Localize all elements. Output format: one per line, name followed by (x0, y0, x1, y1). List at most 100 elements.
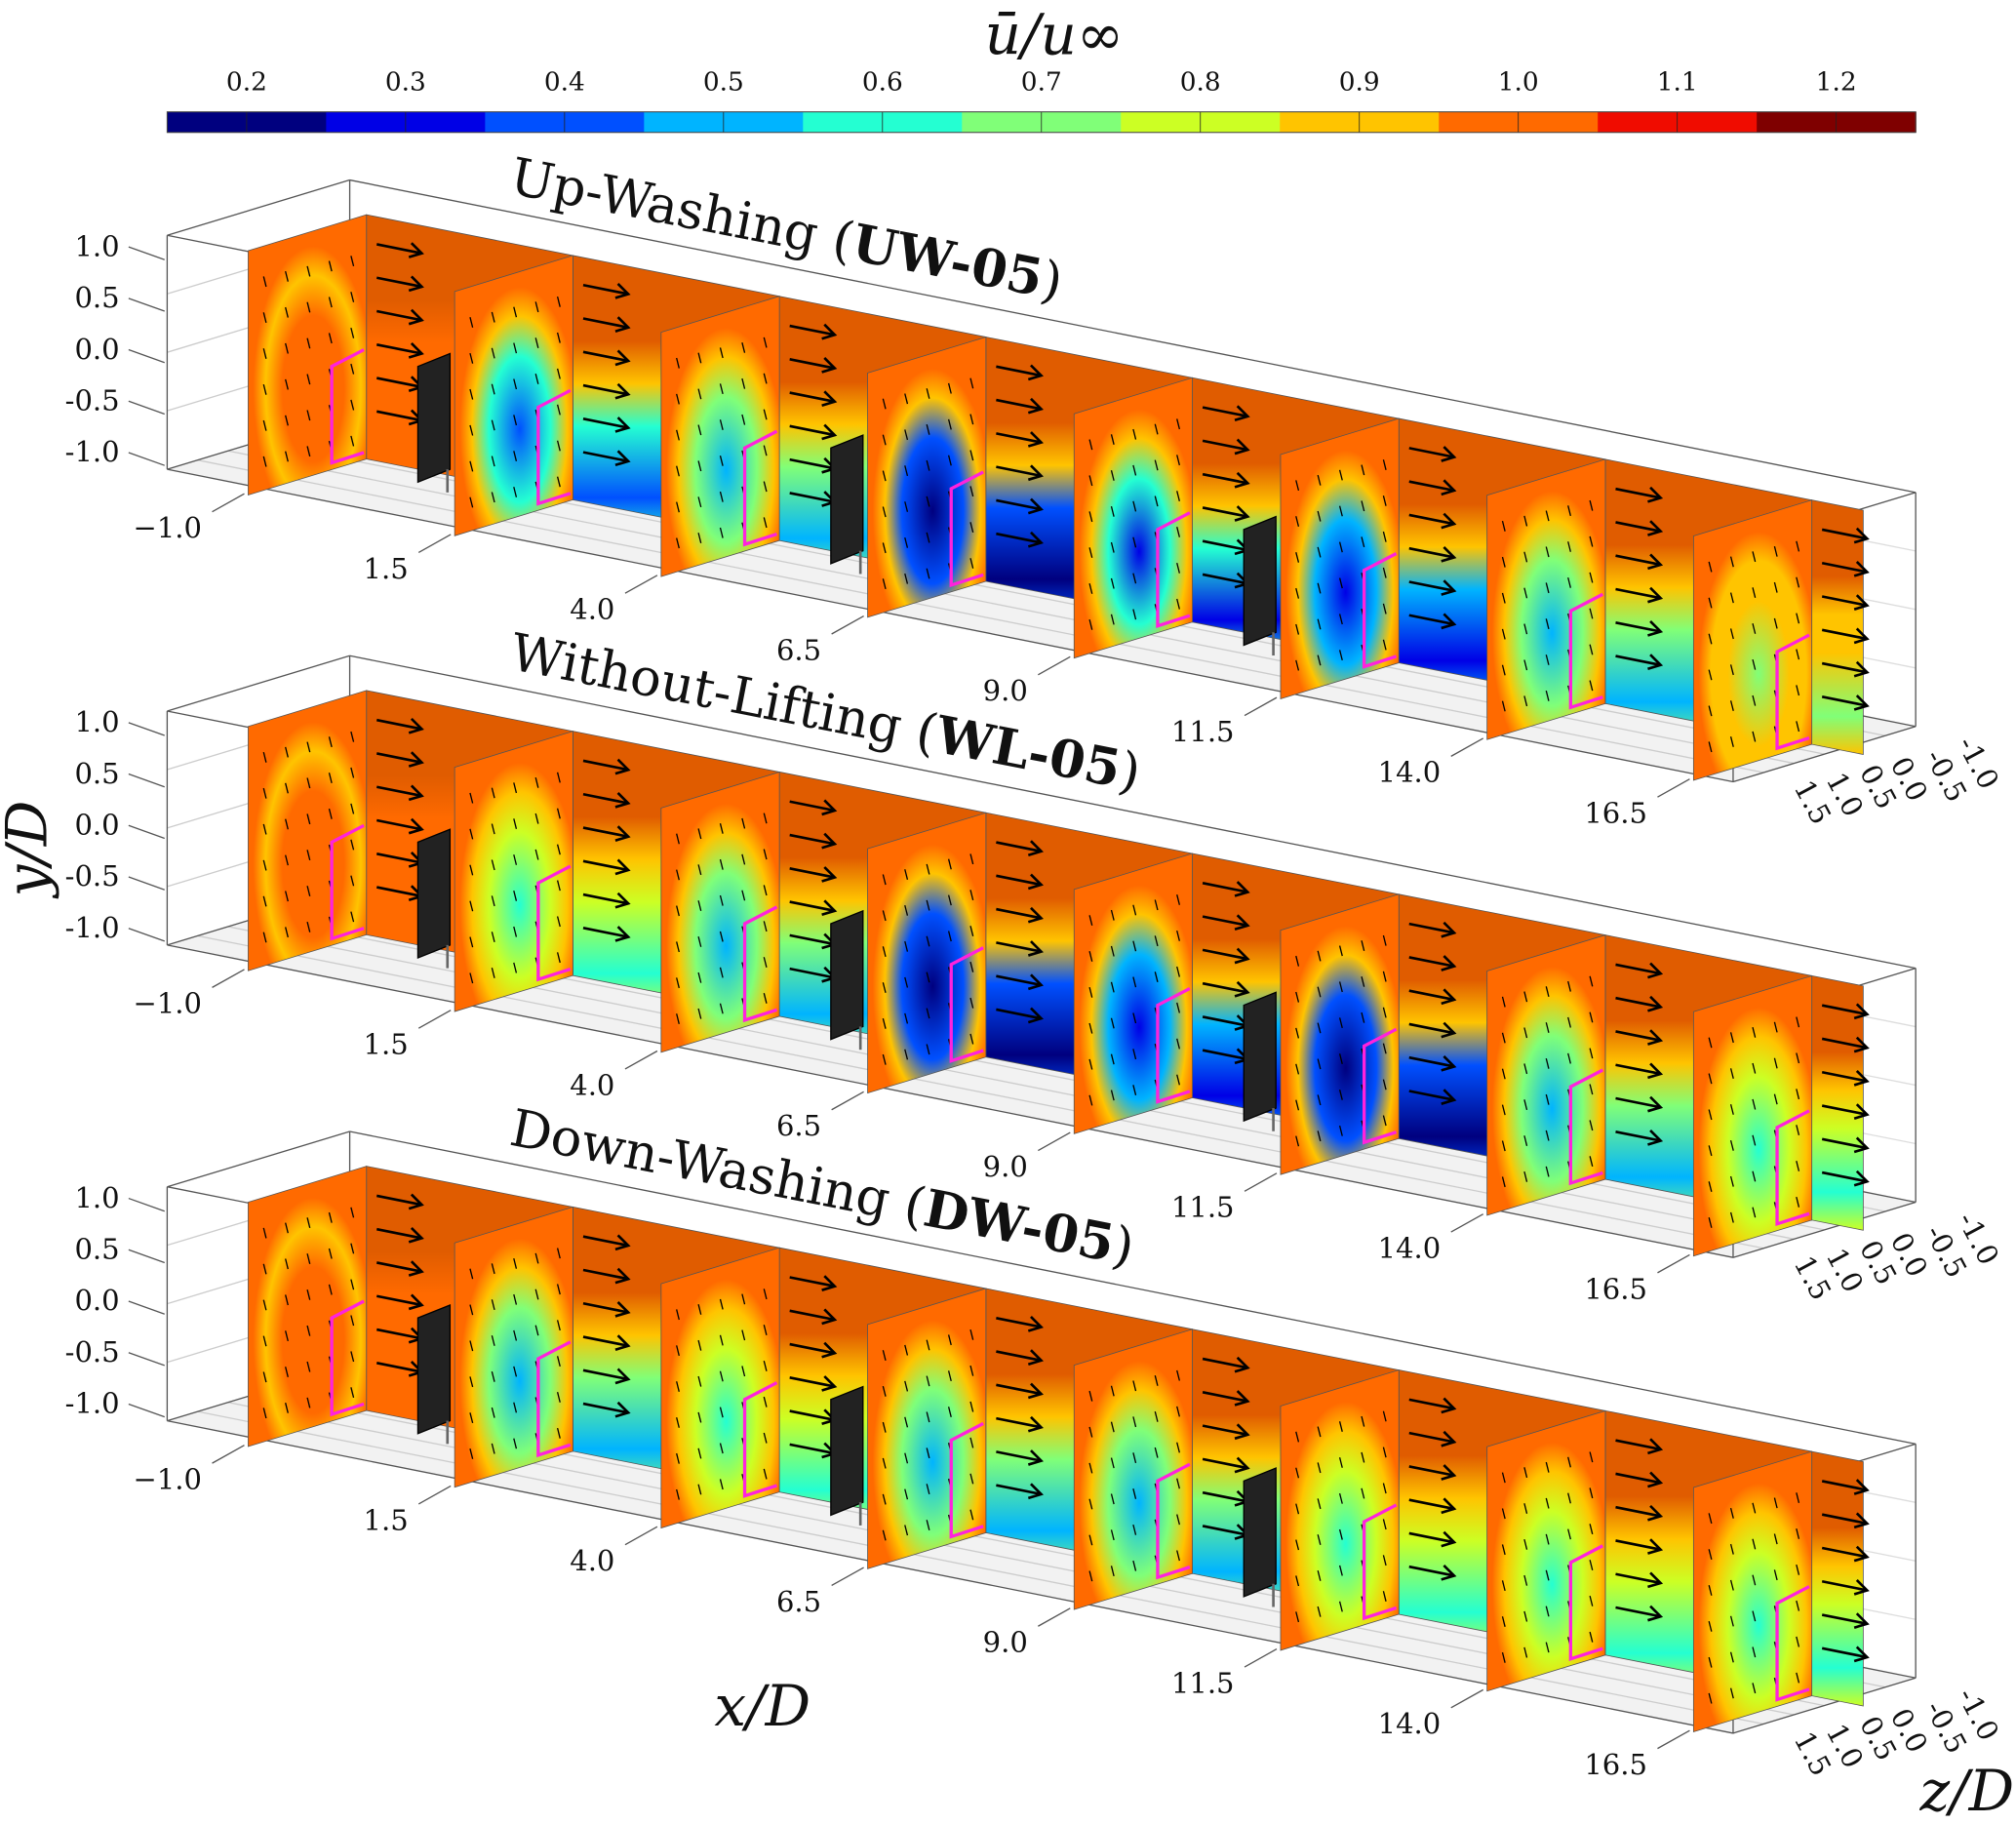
velocity-arrow (513, 962, 518, 973)
velocity-arrow (1382, 971, 1387, 982)
velocity-arrow (1752, 1646, 1757, 1658)
velocity-arrow (1501, 700, 1506, 712)
velocity-arrow (789, 1342, 836, 1355)
velocity-arrow (513, 415, 518, 426)
colorbar-label: ū/u∞ (985, 1, 1125, 67)
velocity-arrow (1567, 1456, 1571, 1468)
x-plane-contour (248, 690, 368, 971)
box-edge (1732, 1677, 1917, 1734)
velocity-arrow (1110, 909, 1115, 921)
velocity-arrow (697, 533, 702, 543)
velocity-arrow (1589, 608, 1594, 619)
velocity-arrow (1821, 561, 1868, 574)
velocity-arrow (1338, 1457, 1343, 1468)
y-tick-label: -0.5 (65, 1335, 120, 1368)
arrow-head-icon (1234, 438, 1250, 456)
velocity-arrow (1796, 1636, 1800, 1647)
velocity-arrow (1729, 628, 1734, 640)
velocity-arrow (1729, 1543, 1734, 1555)
arrow-head-icon (1441, 1464, 1457, 1481)
x-tick-label: 11.5 (1171, 1666, 1235, 1699)
velocity-arrow (1317, 1022, 1322, 1034)
velocity-arrow (1773, 581, 1778, 593)
velocity-arrow (491, 311, 495, 323)
velocity-arrow (1202, 1391, 1248, 1403)
velocity-arrow (1408, 447, 1455, 458)
arrow-head-icon (614, 282, 631, 299)
turbine-rotor-outline (1775, 633, 1810, 751)
velocity-arrow (1338, 1017, 1343, 1029)
velocity-arrow (1382, 1555, 1387, 1566)
velocity-arrow (1729, 592, 1734, 604)
velocity-arrow (556, 844, 561, 855)
velocity-arrow (469, 1376, 474, 1388)
velocity-arrow (996, 532, 1042, 544)
velocity-arrow (376, 1362, 422, 1373)
velocity-arrow (904, 1344, 909, 1356)
arrow-head-icon (1647, 586, 1664, 604)
velocity-arrow (926, 459, 930, 471)
velocity-arrow (1408, 1090, 1455, 1102)
arrow-head-icon (1647, 553, 1664, 571)
velocity-arrow (1382, 1007, 1387, 1018)
x-plane-contour (1280, 1369, 1400, 1651)
velocity-arrow (469, 388, 474, 400)
velocity-arrow (306, 1217, 311, 1229)
velocity-arrow (1088, 915, 1093, 927)
velocity-arrow (904, 501, 909, 512)
velocity-arrow (904, 869, 909, 880)
turbine-rotor-outline (330, 348, 365, 465)
x-tick-label: 14.0 (1378, 1707, 1442, 1740)
arrow-head-icon (614, 926, 631, 942)
x-tick-label: 11.5 (1171, 1191, 1235, 1224)
velocity-arrow (1821, 1579, 1868, 1592)
velocity-arrow (789, 358, 836, 370)
velocity-arrow (1295, 552, 1300, 563)
arrow-head-icon (1853, 1479, 1870, 1495)
velocity-arrow (1545, 1642, 1550, 1653)
velocity-arrow (1317, 1426, 1322, 1438)
velocity-arrow (1110, 614, 1115, 625)
velocity-arrow (1361, 1415, 1365, 1427)
velocity-arrow (1110, 1053, 1115, 1065)
x-plane-contour (660, 1247, 780, 1529)
arrow-head-icon (614, 858, 631, 876)
velocity-arrow (556, 368, 561, 379)
x-tick-label: 11.5 (1171, 715, 1235, 748)
velocity-arrow (534, 849, 539, 860)
x-tick (624, 1526, 658, 1546)
velocity-arrow (1154, 1447, 1159, 1458)
turbine-rotor-outline (742, 1381, 778, 1498)
velocity-arrow (1132, 1416, 1137, 1428)
velocity-arrow (926, 1411, 930, 1423)
velocity-arrow (1523, 991, 1528, 1003)
velocity-arrow (676, 905, 680, 917)
arrow-head-icon (1234, 1390, 1250, 1407)
x-tick-label: −1.0 (134, 1462, 202, 1495)
x-tick (1657, 778, 1690, 798)
arrow-head-icon (1234, 1356, 1250, 1373)
velocity-arrow (376, 886, 422, 898)
velocity-arrow (491, 1299, 495, 1311)
velocity-arrow (763, 813, 768, 824)
velocity-arrow (1615, 554, 1661, 567)
velocity-arrow (1821, 661, 1868, 674)
x-tick (1450, 1213, 1484, 1233)
velocity-arrow (1110, 1090, 1115, 1101)
velocity-arrow (1708, 1656, 1713, 1668)
velocity-arrow (582, 417, 629, 429)
colorbar-tick-label: 0.5 (703, 67, 744, 97)
velocity-arrow (469, 1448, 474, 1459)
velocity-arrow (1110, 1493, 1115, 1505)
velocity-arrow (996, 907, 1042, 920)
x-tick-label: 16.5 (1584, 797, 1647, 830)
velocity-arrow (996, 874, 1042, 887)
velocity-arrow (926, 1008, 930, 1019)
velocity-arrow (1589, 535, 1594, 547)
velocity-arrow (1408, 1055, 1455, 1068)
arrow-head-icon (1441, 545, 1457, 563)
velocity-arrow (1176, 930, 1180, 941)
y-tick-label: 0.5 (74, 281, 119, 314)
velocity-arrow (1796, 613, 1800, 624)
velocity-arrow (491, 859, 495, 871)
